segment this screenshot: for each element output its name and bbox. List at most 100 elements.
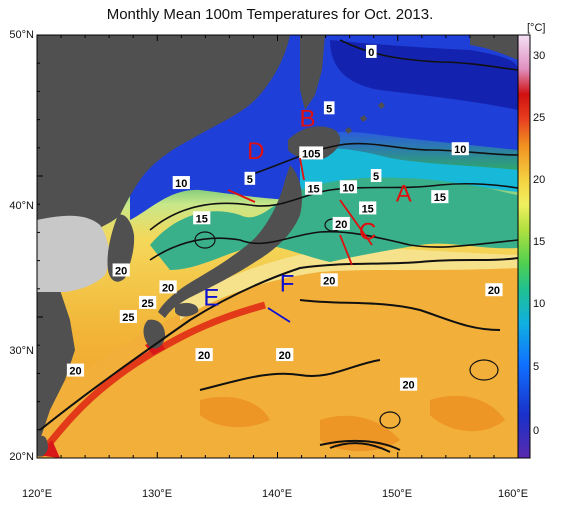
- colorbar: [517, 34, 531, 459]
- marker-line-a: [339, 199, 373, 246]
- colorbar-tick-25: 25: [533, 112, 546, 124]
- contour-label-text: 20: [279, 350, 291, 362]
- contour-label: 105: [299, 146, 324, 160]
- contour-label-text: 25: [142, 298, 154, 310]
- contour-label-text: 5: [247, 174, 253, 186]
- contour-label-text: 10: [454, 144, 466, 156]
- contour-label: 20: [332, 216, 350, 231]
- contour-label-bg: [276, 348, 294, 362]
- contour-label-text: 20: [323, 275, 335, 287]
- isotherm-10: [149, 182, 518, 231]
- land-sakhalin: [300, 35, 325, 110]
- contour-label-bg: [172, 176, 190, 190]
- contour-label: 20: [399, 377, 418, 392]
- contour-label-text: 15: [362, 203, 374, 215]
- contour-label: 25: [119, 310, 137, 324]
- contour-label-text: 5: [326, 103, 332, 115]
- contour-label-bg: [66, 363, 85, 377]
- contour-label: 5: [244, 171, 256, 186]
- region-label-d: D: [247, 138, 264, 165]
- contour-label-text: 20: [115, 265, 127, 277]
- contour-label-bg: [485, 283, 503, 297]
- region-letter-labels: A B C D E F: [203, 106, 411, 312]
- pale-transition: [180, 248, 518, 320]
- contours: [39, 39, 518, 453]
- contour-label: 20: [320, 273, 338, 287]
- contour-label-bg: [365, 44, 377, 58]
- land-china-south: [37, 290, 75, 440]
- contour-label-bg: [244, 171, 256, 185]
- contour-label-text: 15: [307, 184, 319, 196]
- contour-label: 10: [172, 176, 190, 190]
- colorbar-unit: [°C]: [527, 22, 546, 34]
- contour-label-text: 20: [488, 285, 500, 297]
- contour-label-text: 20: [402, 380, 414, 392]
- contour-label: 10: [451, 142, 469, 156]
- colorbar-tick-0: 0: [533, 425, 540, 437]
- contour-label: 10: [339, 180, 358, 194]
- contour-label: 0: [365, 44, 377, 59]
- land-shikoku: [175, 302, 199, 317]
- contour-label-text: 20: [162, 282, 174, 294]
- isotherm-20-main: [39, 257, 518, 431]
- contour-label: 5: [323, 101, 335, 115]
- orange-patches: [200, 395, 505, 452]
- region-label-a: A: [396, 180, 412, 207]
- contour-label: 15: [304, 181, 323, 196]
- colorbar-tick-10: 10: [533, 298, 546, 310]
- lat-label-50n: 50°N: [9, 29, 34, 41]
- colorbar-tick-20: 20: [533, 174, 546, 186]
- contour-label-text: 20: [69, 366, 81, 378]
- contour-label: 20: [112, 263, 130, 277]
- region-label-e: E: [203, 285, 219, 312]
- kuroshio-band: [37, 301, 266, 458]
- lat-label-40n: 40°N: [9, 200, 34, 212]
- colorbar-tick-15: 15: [533, 236, 546, 248]
- contour-label: 15: [431, 190, 449, 204]
- lon-label-120e: 120°E: [21, 488, 53, 500]
- lon-label-130e: 130°E: [141, 488, 173, 500]
- contour-label-text: 10: [342, 182, 354, 194]
- marker-line-f: [267, 307, 291, 323]
- contour-label: 20: [159, 280, 177, 294]
- contour-label-text: 5: [373, 171, 379, 183]
- marker-line-d: [227, 189, 256, 203]
- contour-label-text: 20: [198, 350, 210, 362]
- marker-line-c: [339, 234, 353, 266]
- contour-label-bg: [323, 101, 335, 115]
- contour-label-bg: [399, 377, 418, 391]
- contour-label-bg: [431, 190, 449, 204]
- deep-blue: [330, 40, 518, 110]
- land-taiwan: [37, 435, 48, 457]
- contour-label-text: 0: [368, 47, 374, 59]
- land-kurils: [345, 102, 385, 134]
- lat-label-30n: 30°N: [9, 345, 34, 357]
- contour-label-text: 20: [335, 219, 347, 231]
- contour-label: 15: [193, 211, 211, 225]
- contour-label-bg: [299, 146, 324, 160]
- region-label-f: F: [280, 271, 295, 298]
- contour-label-bg: [320, 273, 338, 287]
- contour-label: 15: [359, 201, 377, 215]
- contour-label: 5: [370, 169, 382, 183]
- lon-label-140e: 140°E: [261, 488, 293, 500]
- contour-label-bg: [119, 310, 137, 323]
- no-data-korea: [37, 215, 110, 292]
- contour-label-bg: [193, 211, 211, 225]
- region-label-b: B: [300, 106, 316, 133]
- contour-label-bg: [139, 295, 157, 309]
- contour-label-bg: [304, 181, 323, 195]
- contour-label-bg: [159, 280, 177, 294]
- land-kamchatka: [470, 35, 518, 60]
- contour-label: 20: [195, 348, 213, 362]
- lat-label-20n: 20°N: [9, 451, 34, 463]
- isotherm-20-loop: [199, 299, 501, 391]
- marker-line-b: [299, 157, 305, 181]
- cyan-zone: [300, 147, 518, 192]
- region-markers: [227, 157, 373, 323]
- contour-label-text: 15: [434, 192, 446, 204]
- lon-label-160e: 160°E: [497, 488, 529, 500]
- isotherm-5: [249, 142, 518, 176]
